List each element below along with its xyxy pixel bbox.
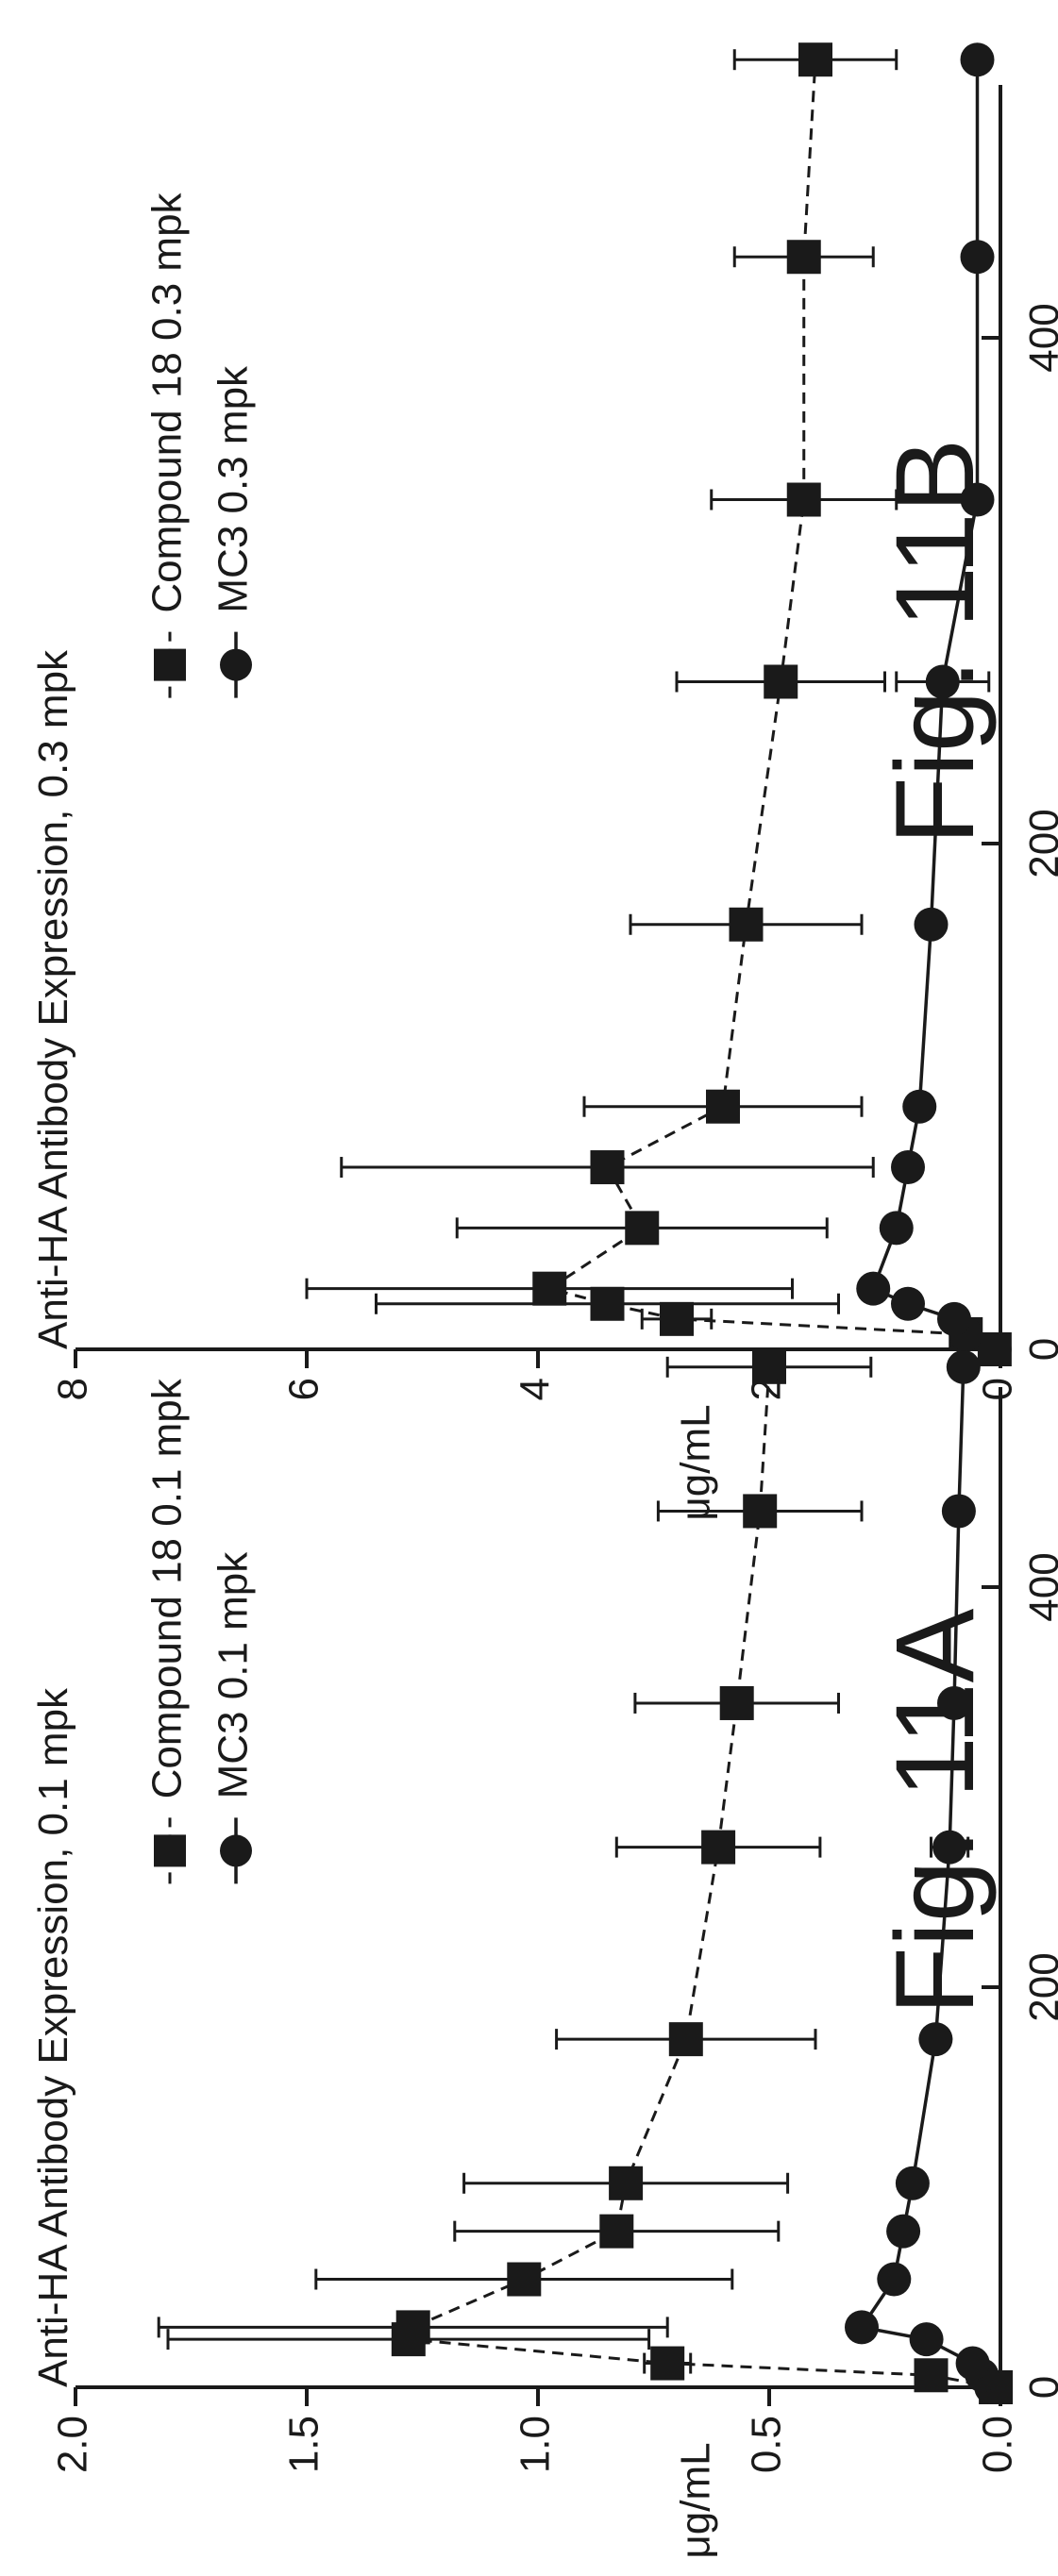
fig-11b-ytick-label-2: 4 — [512, 1378, 559, 1400]
fig-11a-compound-18-0-1-mpk-point-2 — [650, 2346, 685, 2381]
fig-11a-ytick-label-2: 1.0 — [512, 2416, 559, 2473]
fig-11b-figure-label: Fig. 11B — [873, 439, 998, 845]
fig-11a-mc3-0-1-mpk-point-6 — [886, 2214, 921, 2249]
fig-11a-title: Anti-HA Antibody Expression, 0.1 mpk — [30, 1687, 76, 2387]
fig-11a-ytick-label-3: 1.5 — [281, 2416, 327, 2473]
fig-11a-xtick-label-2: 400 — [1021, 1552, 1058, 1621]
fig-11b-compound-18-0-3-mpk-point-3 — [590, 1286, 625, 1321]
fig-11a-legend-compound-18-0-1-mpk-swatch-marker — [154, 1834, 186, 1867]
fig-11b-compound-18-0-3-mpk-point-8 — [729, 907, 764, 942]
fig-11a-legend-mc3-0-1-mpk-label: MC3 0.1 mpk — [210, 1551, 257, 1799]
fig-11b-compound-18-0-3-mpk-point-12 — [798, 42, 832, 77]
fig-11b-compound-18-0-3-mpk-point-6 — [590, 1150, 625, 1185]
fig-11a-mc3-0-1-mpk-point-8 — [918, 2022, 953, 2057]
fig-11a-figure-label: Fig. 11A — [873, 1608, 998, 2015]
fig-11b-xtick-label-2: 400 — [1021, 303, 1058, 372]
fig-11a-ytick-label-1: 0.5 — [744, 2416, 790, 2473]
fig-11b-legend-compound-18-0-3-mpk-swatch-marker — [154, 648, 186, 681]
fig-11b-compound-18-0-3-mpk-point-2 — [660, 1301, 694, 1336]
fig-11a-mc3-0-1-mpk-point-11 — [941, 1494, 976, 1529]
fig-11a-legend-compound-18-0-1-mpk-label: Compound 18 0.1 mpk — [144, 1378, 191, 1798]
fig-11b-xtick-label-1: 200 — [1021, 809, 1058, 878]
fig-11b-legend-mc3-0-3-mpk-label: MC3 0.3 mpk — [210, 365, 257, 613]
fig-11b-compound-18-0-3-mpk-point-10 — [786, 482, 821, 517]
fig-11b-ytick-label-0: 0 — [975, 1378, 1021, 1400]
fig-11a-compound-18-0-1-mpk-point-9 — [701, 1830, 736, 1865]
fig-11a-compound-18-0-1-mpk-point-11 — [743, 1494, 778, 1529]
fig-11a-legend-mc3-0-1-mpk-swatch-marker — [220, 1834, 252, 1867]
fig-11b-mc3-0-3-mpk-point-12 — [960, 42, 995, 77]
fig-11b-mc3-0-3-mpk-point-8 — [914, 907, 949, 942]
fig-11b-mc3-0-3-mpk-point-9 — [925, 664, 960, 699]
fig-11a-compound-18-0-1-mpk-point-4 — [395, 2310, 430, 2345]
fig-11a-mc3-0-1-mpk-point-5 — [877, 2262, 912, 2297]
fig-11b-ylabel: μg/mL — [673, 1404, 719, 1520]
fig-11b-mc3-0-3-mpk-point-11 — [960, 240, 995, 275]
fig-11b-compound-18-0-3-mpk-point-5 — [625, 1211, 660, 1246]
fig-11a-compound-18-0-1-mpk-point-8 — [668, 2022, 703, 2057]
fig-11b-mc3-0-3-mpk-point-5 — [879, 1211, 914, 1246]
fig-11a-mc3-0-1-mpk-point-7 — [895, 2166, 930, 2200]
fig-11a-compound-18-0-1-mpk-point-1 — [914, 2358, 949, 2393]
fig-11b-mc3-0-3-mpk-point-0 — [977, 1332, 1012, 1366]
fig-11b-compound-18-0-3-mpk-point-9 — [764, 664, 798, 699]
panel-fig-11a: 02004000.00.51.01.52.0time (h)μg/mLAnti-… — [30, 1349, 1058, 2559]
fig-11b-compound-18-0-3-mpk-point-11 — [786, 240, 821, 275]
fig-11a-mc3-0-1-mpk-point-4 — [845, 2310, 879, 2345]
fig-11b-ytick-label-1: 2 — [744, 1378, 790, 1400]
fig-11b-ytick-label-4: 8 — [50, 1378, 96, 1400]
fig-11b-compound-18-0-3-mpk-point-7 — [706, 1089, 740, 1124]
fig-11a-ytick-label-4: 2.0 — [50, 2416, 96, 2473]
fig-11b-mc3-0-3-mpk-point-4 — [856, 1271, 891, 1306]
fig-11b-xtick-label-0: 0 — [1021, 1338, 1058, 1361]
fig-11b-ytick-label-3: 6 — [281, 1378, 327, 1400]
fig-11a-mc3-0-1-mpk-point-2 — [955, 2346, 990, 2381]
fig-11a-ytick-label-0: 0.0 — [975, 2416, 1021, 2473]
fig-11a-mc3-0-1-mpk-point-12 — [946, 1349, 981, 1384]
fig-11a-mc3-0-1-mpk-point-10 — [937, 1685, 971, 1720]
fig-11a-mc3-0-1-mpk-point-9 — [932, 1830, 967, 1865]
fig-11a-compound-18-0-1-mpk-point-5 — [507, 2262, 542, 2297]
fig-11b-mc3-0-3-mpk-point-3 — [891, 1286, 925, 1321]
fig-11a-compound-18-0-1-mpk-point-10 — [719, 1685, 754, 1720]
fig-11b-mc3-0-3-mpk-point-7 — [902, 1089, 937, 1124]
fig-11a-compound-18-0-1-mpk-point-7 — [609, 2166, 644, 2200]
fig-11a-mc3-0-1-mpk-point-3 — [909, 2322, 944, 2357]
fig-11a-compound-18-0-1-mpk-point-6 — [599, 2214, 634, 2249]
fig-11b-mc3-0-3-mpk-point-10 — [960, 482, 995, 517]
fig-11b-mc3-0-3-mpk-point-6 — [891, 1150, 925, 1185]
fig-11b-legend-compound-18-0-3-mpk-label: Compound 18 0.3 mpk — [144, 192, 191, 612]
fig-11b-title: Anti-HA Antibody Expression, 0.3 mpk — [30, 649, 76, 1349]
fig-11a-xtick-label-1: 200 — [1021, 1952, 1058, 2021]
fig-11a-xtick-label-0: 0 — [1021, 2376, 1058, 2399]
fig-11a-ylabel: μg/mL — [673, 2442, 719, 2558]
fig-11b-legend-mc3-0-3-mpk-swatch-marker — [220, 648, 252, 681]
fig-11b-compound-18-0-3-mpk-point-4 — [532, 1271, 567, 1306]
fig-11b-mc3-0-3-mpk-point-2 — [937, 1301, 971, 1336]
